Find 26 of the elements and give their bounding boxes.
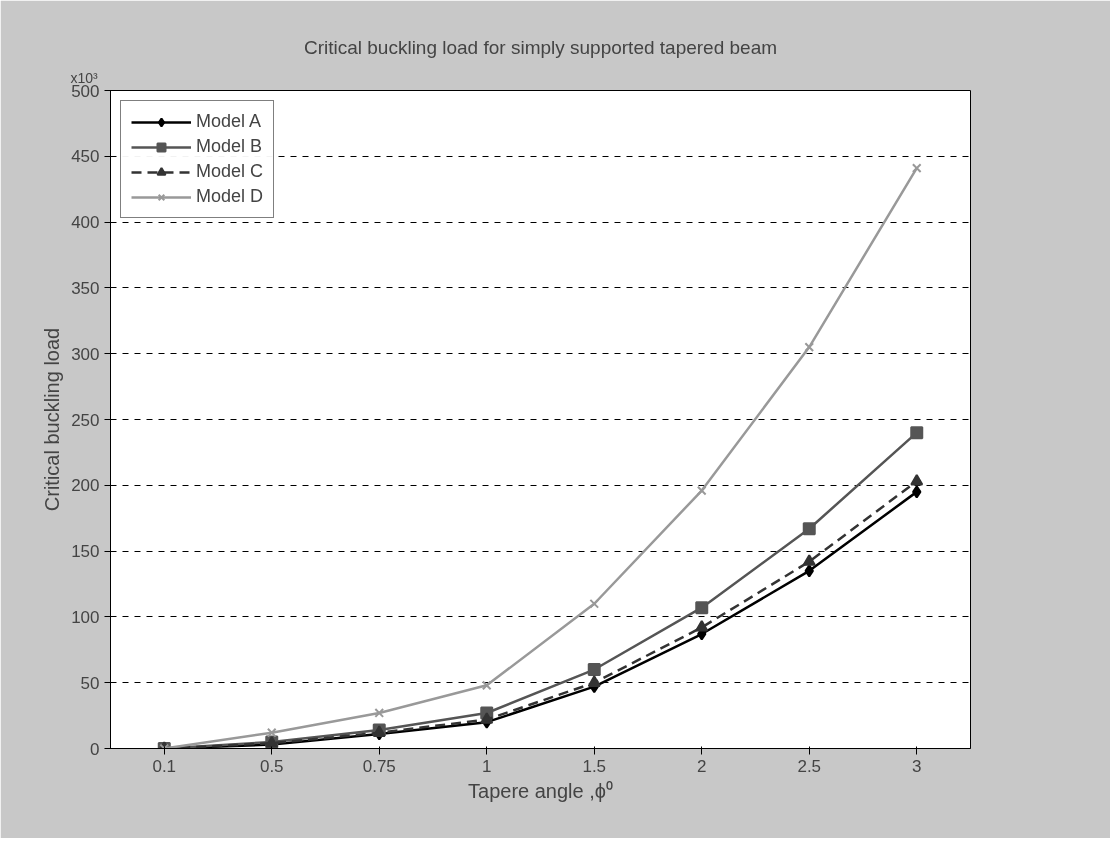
legend-label: Model A bbox=[196, 111, 262, 132]
y-tick-label: 100 bbox=[71, 607, 100, 627]
x-tick-label: 2 bbox=[697, 756, 707, 776]
legend-label: Model D bbox=[196, 186, 264, 207]
x-axis-title: Tapere angle ,ϕ⁰ bbox=[468, 779, 613, 802]
chart-title: Critical buckling load for simply supported tapered beam bbox=[303, 36, 778, 58]
text: x10³ bbox=[70, 69, 99, 86]
x-tick-label: 1 bbox=[482, 756, 492, 776]
y-tick-label: 400 bbox=[71, 213, 100, 233]
y-tick-label: 0 bbox=[90, 739, 100, 759]
x-tick-label: 0.75 bbox=[362, 756, 396, 776]
x-tick-label: 0.1 bbox=[152, 756, 177, 776]
y-tick-label: 200 bbox=[71, 476, 100, 496]
x-tick-label: 1.5 bbox=[582, 756, 607, 776]
y-tick-label: 50 bbox=[80, 673, 100, 693]
y-axis-title: Critical buckling load bbox=[41, 327, 64, 512]
y-tick-label: 300 bbox=[71, 344, 100, 364]
y-tick-label: 350 bbox=[71, 278, 100, 298]
y-tick-label: 150 bbox=[71, 542, 100, 562]
y-tick-label: 250 bbox=[71, 410, 100, 430]
y-tick-label: 450 bbox=[71, 147, 100, 167]
x-tick-label: 2.5 bbox=[797, 756, 822, 776]
legend-label: Model C bbox=[196, 161, 264, 182]
x-tick-label: 0.5 bbox=[259, 756, 284, 776]
legend-label: Model B bbox=[196, 136, 263, 157]
x-tick-label: 3 bbox=[912, 756, 922, 776]
